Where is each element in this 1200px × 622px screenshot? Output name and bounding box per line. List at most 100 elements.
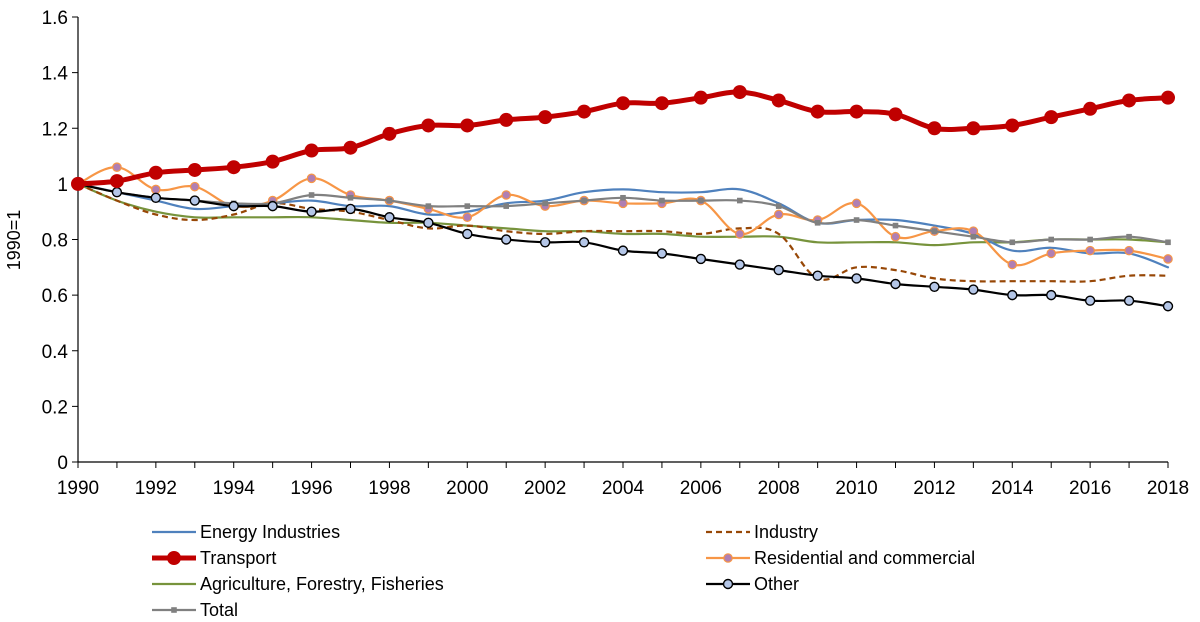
point-total-marker — [581, 197, 587, 204]
point-transport-marker — [616, 96, 630, 111]
point-transport-marker — [966, 121, 981, 136]
point-residential-and-commercial-marker — [112, 162, 122, 172]
point-transport-marker — [538, 110, 553, 125]
point-other-marker — [306, 206, 317, 217]
x-tick-label: 2010 — [835, 478, 877, 499]
x-tick-label: 1992 — [135, 478, 177, 499]
point-transport-marker — [304, 143, 319, 158]
y-tick-label: 0.4 — [42, 342, 69, 363]
point-transport-marker — [654, 96, 669, 111]
legend-item-transport: Transport — [152, 548, 276, 568]
x-tick-label: 2012 — [913, 478, 955, 499]
point-other-marker — [1084, 295, 1096, 306]
point-other-marker — [423, 217, 434, 229]
point-transport-marker — [693, 90, 708, 105]
x-tick-label: 2018 — [1147, 478, 1189, 499]
y-tick-label: 1.6 — [42, 8, 68, 29]
point-other-marker — [617, 245, 629, 256]
point-residential-and-commercial-marker — [851, 198, 862, 209]
y-axis-label: 1990=1 — [4, 210, 24, 271]
point-residential-and-commercial-marker — [773, 209, 784, 220]
series-other — [72, 178, 1174, 312]
y-tick-label: 1.2 — [42, 119, 68, 140]
point-residential-and-commercial-marker — [890, 231, 901, 242]
legend-marker — [167, 551, 181, 565]
point-transport-marker — [1161, 90, 1175, 105]
point-total-marker — [853, 217, 860, 223]
point-residential-and-commercial-marker — [151, 184, 161, 195]
point-other-marker — [1162, 301, 1174, 312]
point-other-marker — [773, 264, 784, 276]
x-tick-label: 1990 — [57, 478, 99, 499]
point-transport-marker — [927, 121, 942, 136]
point-other-marker — [501, 234, 512, 245]
point-transport-marker — [888, 107, 903, 122]
x-tick-label: 1998 — [368, 478, 410, 499]
point-transport-marker — [1044, 110, 1059, 125]
point-residential-and-commercial-marker — [1124, 245, 1134, 256]
y-tick-label: 0 — [57, 453, 68, 474]
point-total-marker — [698, 197, 704, 204]
point-residential-and-commercial-marker — [1085, 245, 1095, 256]
point-transport-marker — [1122, 93, 1137, 108]
point-other-marker — [578, 237, 590, 248]
legend-item-total: Total — [152, 600, 238, 620]
point-transport-marker — [421, 118, 436, 133]
legend-label: Energy Industries — [200, 522, 340, 542]
legend-label: Total — [200, 600, 238, 620]
point-other-marker — [384, 212, 395, 223]
point-other-marker — [345, 203, 356, 215]
point-residential-and-commercial-marker — [306, 173, 317, 184]
point-total-marker — [503, 203, 510, 209]
series-layer — [71, 85, 1175, 312]
point-transport-marker — [1005, 118, 1020, 133]
x-tick-label: 1996 — [290, 478, 332, 499]
legend-label: Other — [754, 574, 799, 594]
x-tick-label: 2016 — [1069, 478, 1111, 499]
point-total-marker — [814, 220, 821, 226]
series-line-agriculture-forestry-fisheries — [76, 182, 1170, 247]
legend-marker — [722, 578, 734, 590]
point-residential-and-commercial-marker — [462, 212, 473, 223]
y-tick-label: 0.8 — [42, 231, 68, 252]
point-transport-marker — [343, 140, 358, 155]
point-total-marker — [931, 228, 938, 234]
point-total-marker — [659, 197, 665, 204]
x-tick-label: 2008 — [758, 478, 800, 499]
legend-label: Residential and commercial — [754, 548, 975, 568]
point-transport-marker — [849, 104, 864, 119]
point-other-marker — [1046, 289, 1057, 301]
x-tick-label: 1994 — [213, 478, 256, 499]
point-total-marker — [308, 192, 315, 198]
point-other-marker — [695, 253, 707, 265]
legend-item-industry: Industry — [706, 522, 818, 542]
y-tick-label: 0.6 — [42, 286, 68, 307]
y-tick-label: 0.2 — [42, 397, 68, 418]
legend-item-residential-and-commercial: Residential and commercial — [706, 548, 975, 568]
legend-label: Industry — [754, 522, 818, 542]
series-agriculture-forestry-fisheries — [76, 182, 1170, 247]
point-other-marker — [189, 195, 200, 206]
point-total-marker — [620, 194, 626, 201]
point-transport-marker — [382, 126, 397, 141]
legend-item-agriculture-forestry-fisheries: Agriculture, Forestry, Fisheries — [152, 574, 444, 594]
point-other-marker — [539, 237, 551, 248]
point-transport-marker — [1083, 101, 1098, 116]
point-other-marker — [267, 200, 278, 212]
point-transport-marker — [265, 154, 280, 169]
point-other-marker — [111, 187, 123, 198]
legend: Energy Industries Industry Transport Reside… — [152, 522, 975, 620]
point-residential-and-commercial-marker — [189, 181, 200, 192]
point-other-marker — [150, 192, 162, 203]
y-tick-label: 1.4 — [42, 64, 69, 85]
point-other-marker — [734, 259, 745, 270]
point-total-marker — [1165, 239, 1171, 246]
point-transport-marker — [732, 85, 747, 100]
point-transport-marker — [771, 93, 786, 108]
point-residential-and-commercial-marker — [1046, 248, 1057, 259]
series-total — [75, 181, 1171, 246]
axes: 0 0.2 0.4 0.6 0.8 1 1.2 1.4 1.6 1990 1992 1994 1996 1… — [42, 8, 1190, 499]
legend-label: Agriculture, Forestry, Fisheries — [200, 574, 444, 594]
point-other-marker — [968, 284, 979, 295]
